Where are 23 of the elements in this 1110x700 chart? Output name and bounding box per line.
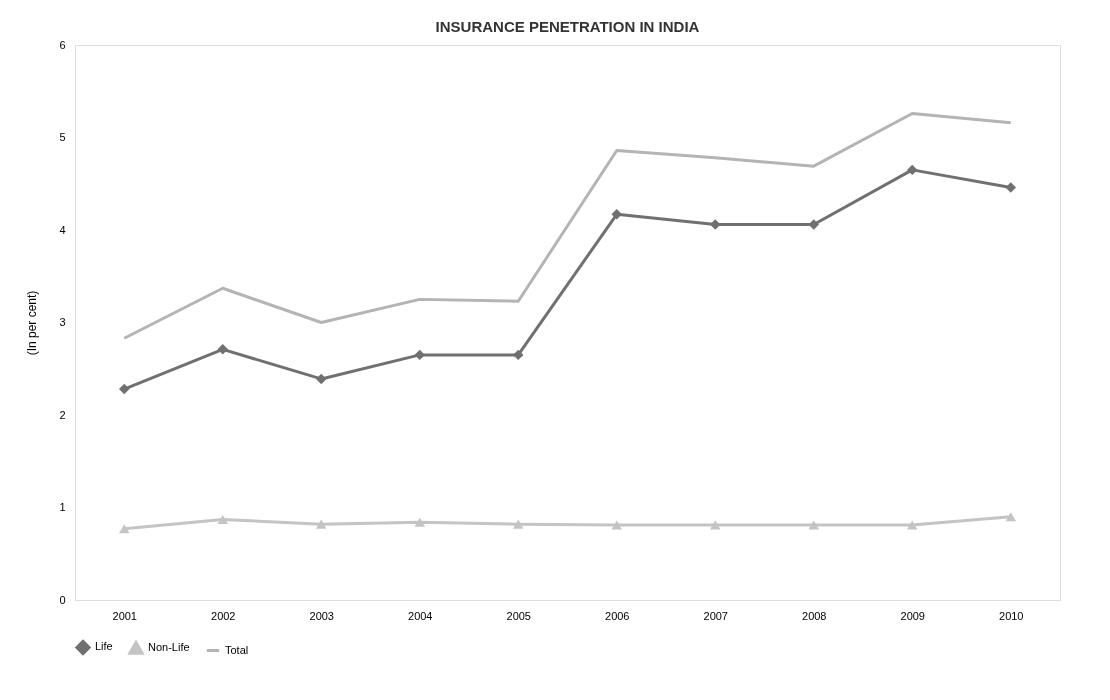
x-tick-label: 2006 [605,609,630,622]
x-tick-label: 2004 [408,609,433,622]
y-tick-label: 2 [59,408,66,421]
x-tick-label: 2007 [703,609,728,622]
x-tick-label: 2009 [900,609,925,622]
x-tick-label: 2001 [112,609,137,622]
y-tick-label: 4 [59,223,66,236]
y-axis-title: (In per cent) [25,290,40,356]
y-tick-label: 6 [59,38,66,51]
y-tick-label: 1 [59,501,66,513]
y-tick-label: 0 [59,593,66,606]
x-tick-label: 2010 [999,609,1024,622]
x-tick-label: 2005 [506,609,531,622]
x-tick-label: 2002 [211,609,236,622]
x-tick-label: 2003 [309,609,334,622]
chart-title: INSURANCE PENETRATION IN INDIA [435,18,700,35]
legend-label: Non-Life [148,640,190,653]
legend-label: Total [225,643,249,656]
legend-label: Life [95,640,113,653]
line-series [122,111,1013,340]
y-tick-label: 3 [59,316,66,328]
x-tick-label: 2008 [802,609,827,622]
y-tick-label: 5 [59,131,66,143]
